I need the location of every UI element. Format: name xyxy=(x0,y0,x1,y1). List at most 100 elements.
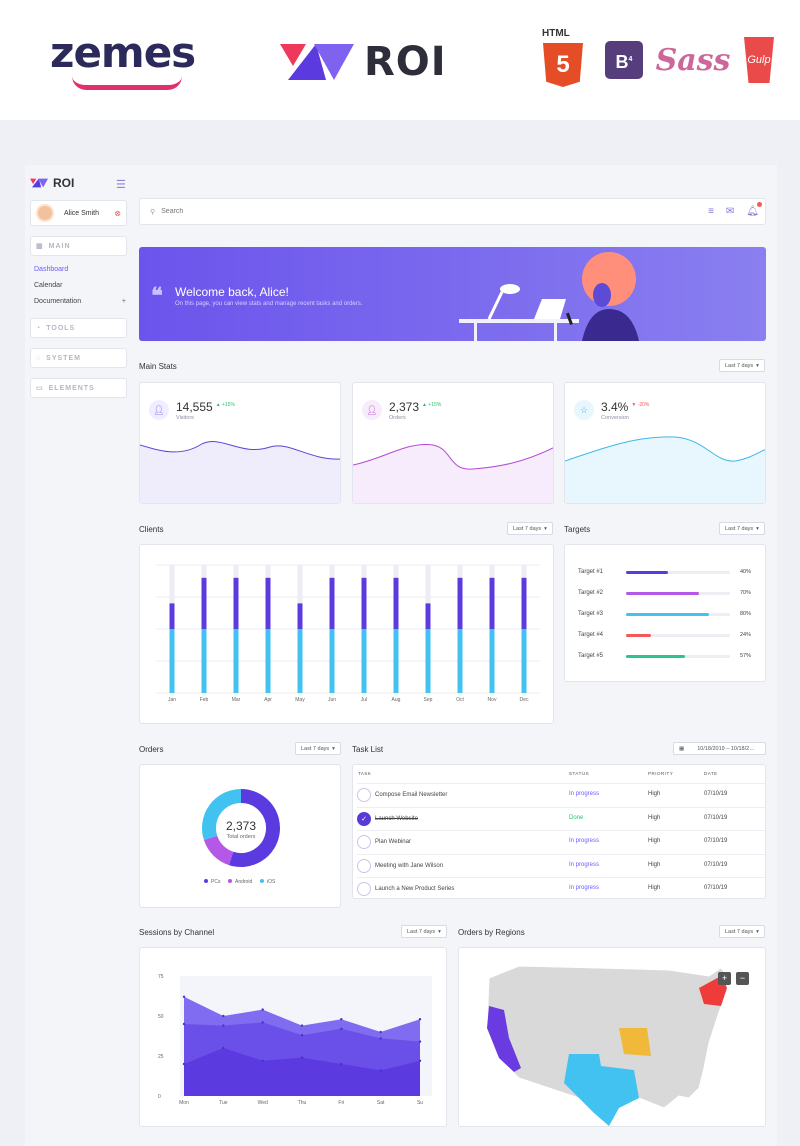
sidebar-item-calendar[interactable]: Calendar xyxy=(34,282,63,289)
zoom-in-button[interactable]: + xyxy=(718,972,731,985)
bar-segment-upper[interactable] xyxy=(297,603,303,629)
donut-slice[interactable] xyxy=(228,789,280,867)
bar-segment-lower[interactable] xyxy=(329,629,335,693)
task-date-range[interactable]: ▦ 10/18/2019 – 10/18/2… xyxy=(673,742,766,755)
task-checkbox[interactable] xyxy=(357,835,371,849)
data-point[interactable] xyxy=(418,1040,422,1043)
task-row[interactable]: Meeting with Jane Wilson In progress High 0… xyxy=(357,853,765,877)
data-point[interactable] xyxy=(340,1018,343,1021)
data-point[interactable] xyxy=(222,1014,225,1018)
task-row[interactable]: ✓ Launch Website Done High 07/10/19 xyxy=(357,806,765,830)
task-checkbox[interactable] xyxy=(357,858,371,873)
data-point[interactable] xyxy=(300,1034,304,1037)
donut-slice[interactable] xyxy=(203,835,234,866)
donut-slice[interactable] xyxy=(202,789,242,841)
bar-segment-upper[interactable] xyxy=(265,577,271,629)
bar-segment-lower[interactable] xyxy=(201,629,207,693)
x-tick-label: Mon xyxy=(179,1100,189,1106)
task-row[interactable]: Compose Email Newsletter In progress High 0… xyxy=(357,783,765,806)
bar-segment-lower[interactable] xyxy=(169,629,175,693)
sidebar-logo[interactable]: ROI xyxy=(30,172,130,194)
data-point[interactable] xyxy=(300,1024,304,1027)
stat-number: 2,373 xyxy=(389,400,420,414)
task-status: In progress xyxy=(569,885,600,891)
sidebar-section-elements[interactable]: ▭ ELEMENTS xyxy=(30,378,127,398)
targets-filter[interactable]: Last 7 days ▾ xyxy=(719,522,765,535)
bar-segment-lower[interactable] xyxy=(521,629,527,693)
bar-segment-upper[interactable] xyxy=(489,577,495,629)
bar-segment-lower[interactable] xyxy=(361,629,367,693)
bootstrap-version: 4 xyxy=(628,56,633,63)
bar-segment-upper[interactable] xyxy=(521,577,527,629)
regions-filter[interactable]: Last 7 days ▾ xyxy=(719,925,765,938)
mail-icon[interactable]: ✉ xyxy=(725,206,735,217)
user-icon: 👤︎ xyxy=(149,400,169,420)
sidebar-section-system[interactable]: ◌ SYSTEM xyxy=(30,348,127,368)
data-point[interactable] xyxy=(182,1062,186,1066)
data-point[interactable] xyxy=(300,1056,304,1059)
stat-label: Visitors xyxy=(176,415,194,421)
bar-segment-upper[interactable] xyxy=(457,577,463,629)
data-point[interactable] xyxy=(261,1021,264,1024)
data-point[interactable] xyxy=(418,1059,422,1062)
data-point[interactable] xyxy=(182,1022,186,1026)
bar-segment-upper[interactable] xyxy=(393,577,399,629)
bar-segment-upper[interactable] xyxy=(169,603,175,629)
area-series[interactable] xyxy=(184,1048,420,1096)
data-point[interactable] xyxy=(261,1008,264,1011)
data-point[interactable] xyxy=(340,1062,343,1066)
logout-icon[interactable]: ⊗ xyxy=(114,208,121,218)
bar-segment-lower[interactable] xyxy=(425,629,431,693)
bar-segment-lower[interactable] xyxy=(489,629,495,693)
bar-segment-lower[interactable] xyxy=(457,629,463,693)
data-point[interactable] xyxy=(182,995,186,998)
task-row[interactable]: Launch a New Product Series In progress Hi… xyxy=(357,877,765,898)
region-california[interactable] xyxy=(487,1006,521,1072)
data-point[interactable] xyxy=(222,1024,225,1027)
data-point[interactable] xyxy=(261,1059,264,1062)
data-point[interactable] xyxy=(379,1030,382,1034)
x-tick-label: Jun xyxy=(328,697,336,703)
bar-segment-lower[interactable] xyxy=(233,629,239,693)
bar-segment-upper[interactable] xyxy=(233,577,239,629)
bar-segment-upper[interactable] xyxy=(201,577,207,629)
task-checkbox[interactable] xyxy=(357,788,371,802)
orders-filter[interactable]: Last 7 days ▾ xyxy=(295,742,341,755)
task-checkbox[interactable]: ✓ xyxy=(357,811,371,826)
main-stats-filter[interactable]: Last 7 days ▾ xyxy=(719,359,765,372)
bar-segment-lower[interactable] xyxy=(265,629,271,693)
bell-icon[interactable]: 🔔︎ xyxy=(746,202,762,217)
sass-logo: Sass xyxy=(655,42,731,78)
data-point[interactable] xyxy=(379,1037,382,1040)
bar-segment-upper[interactable] xyxy=(425,603,431,629)
data-point[interactable] xyxy=(340,1027,343,1030)
task-row[interactable]: Plan Webinar In progress High 07/10/19 xyxy=(357,830,765,853)
sidebar-section-tools[interactable]: ◔ TOOLS xyxy=(30,318,127,338)
region-missouri[interactable] xyxy=(619,1028,651,1056)
bar-segment-lower[interactable] xyxy=(297,629,303,693)
bar-segment-upper[interactable] xyxy=(361,577,367,629)
regions-title: Orders by Regions xyxy=(458,928,525,937)
zoom-out-button[interactable]: − xyxy=(736,972,749,985)
sessions-filter[interactable]: Last 7 days ▾ xyxy=(401,925,447,938)
data-point[interactable] xyxy=(379,1069,382,1072)
data-point[interactable] xyxy=(418,1018,422,1021)
sidebar-item-documentation[interactable]: Documentation + xyxy=(34,298,126,305)
list-icon[interactable]: ≡ xyxy=(708,206,714,217)
bar-segment-upper[interactable] xyxy=(329,577,335,629)
user-card[interactable]: Alice Smith ⊗ xyxy=(30,200,127,226)
region-texas[interactable] xyxy=(564,1054,639,1126)
target-bar-fill xyxy=(626,654,686,658)
bar-segment-lower[interactable] xyxy=(393,629,399,693)
task-priority: High xyxy=(648,838,661,844)
map-land[interactable] xyxy=(486,965,730,1126)
task-date: 07/10/19 xyxy=(704,838,728,844)
sidebar-item-dashboard[interactable]: Dashboard xyxy=(34,266,69,273)
clients-filter[interactable]: Last 7 days ▾ xyxy=(507,522,553,535)
menu-toggle-icon[interactable]: ☰ xyxy=(116,179,126,191)
sidebar-section-main[interactable]: ▦ MAIN xyxy=(30,236,127,256)
task-checkbox[interactable] xyxy=(357,882,371,896)
search-input[interactable] xyxy=(161,208,462,215)
data-point[interactable] xyxy=(222,1046,225,1050)
